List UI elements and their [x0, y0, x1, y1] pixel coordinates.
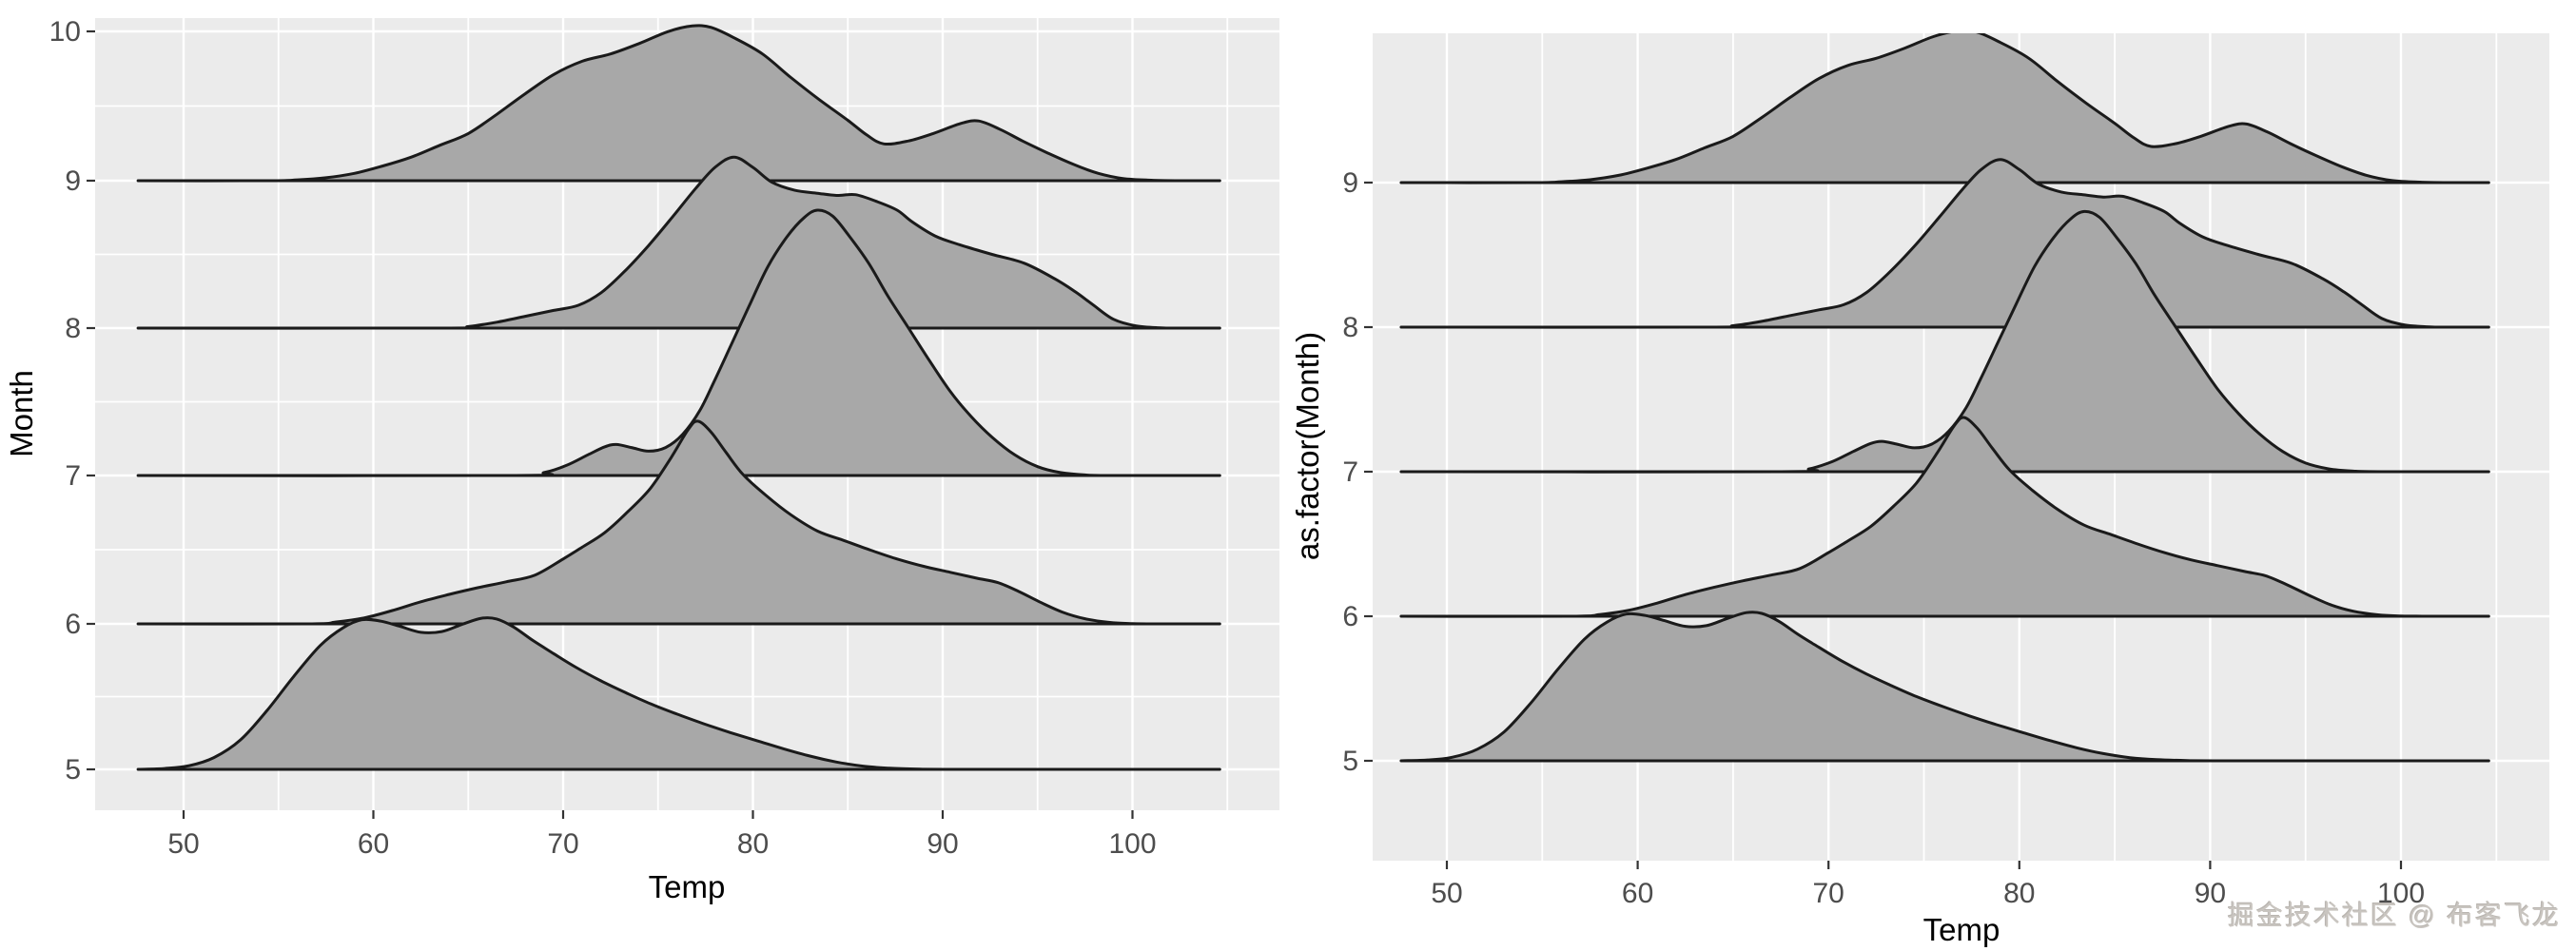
ridges — [1399, 33, 2490, 763]
plot-right: 50 60 70 80 90 100 5 6 7 8 9 Temp as.factor(Month) — [1290, 33, 2549, 947]
x-tick-label: 80 — [2003, 878, 2035, 909]
ridge-month-7 — [1399, 209, 2490, 474]
y-tick-label: 6 — [65, 609, 81, 640]
watermark: 掘金技术社区 @ 布客飞龙 — [2228, 901, 2561, 930]
ridge-month-5 — [1399, 611, 2490, 763]
x-tick-label: 50 — [167, 828, 199, 860]
ridges — [136, 24, 1221, 771]
ridge-month-8 — [1399, 158, 2490, 329]
x-tick-label: 90 — [927, 828, 958, 860]
y-tick-label: 5 — [1342, 746, 1358, 777]
y-axis-title: as.factor(Month) — [1290, 332, 1325, 560]
x-tick-label: 50 — [1431, 878, 1462, 909]
x-tick-label: 70 — [1813, 878, 1844, 909]
ridge-month-6 — [136, 419, 1221, 626]
x-tick-label: 70 — [547, 828, 578, 860]
y-tick-label: 7 — [1342, 456, 1358, 488]
ridge-month-7 — [136, 208, 1221, 477]
y-tick-label: 8 — [1342, 312, 1358, 343]
ridge-month-9 — [1399, 33, 2490, 184]
x-axis-title: Temp — [649, 869, 726, 904]
x-tick-label: 100 — [1108, 828, 1156, 860]
y-tick-label: 6 — [1342, 601, 1358, 632]
x-tick-label: 80 — [737, 828, 769, 860]
y-tick-label: 7 — [65, 460, 81, 492]
plot-left: 50 60 70 80 90 100 5 6 7 8 9 10 Temp Month — [4, 16, 1279, 904]
ridge-month-6 — [1399, 416, 2490, 618]
x-tick-label: 60 — [358, 828, 389, 860]
x-tick-label: 90 — [2195, 878, 2226, 909]
y-tick-label: 8 — [65, 313, 81, 344]
x-tick-label: 60 — [1622, 878, 1653, 909]
ridge-month-5 — [136, 616, 1221, 771]
y-tick-label: 10 — [49, 16, 81, 48]
y-axis-title: Month — [4, 370, 39, 457]
x-axis-title: Temp — [1923, 912, 2000, 947]
ridge-month-9 — [136, 24, 1221, 183]
axes: 50 60 70 80 90 100 5 6 7 8 9 10 — [49, 16, 1157, 860]
y-tick-label: 9 — [1342, 167, 1358, 199]
y-tick-label: 5 — [65, 754, 81, 786]
x-tick-label: 100 — [2377, 878, 2425, 909]
y-tick-label: 9 — [65, 165, 81, 197]
axes: 50 60 70 80 90 100 5 6 7 8 9 — [1342, 167, 2425, 909]
ridge-month-8 — [136, 155, 1221, 330]
